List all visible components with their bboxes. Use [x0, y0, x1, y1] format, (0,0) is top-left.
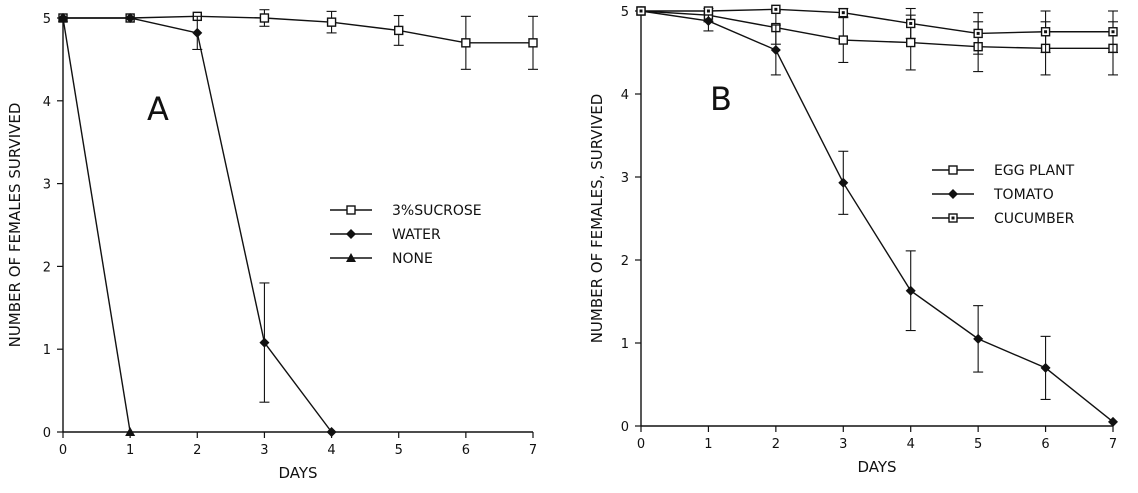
x-tick-label: 5	[395, 443, 403, 458]
y-tick-label: 0	[43, 426, 51, 441]
legend-marker	[948, 189, 958, 199]
x-tick-label: 4	[327, 443, 335, 458]
data-point	[259, 337, 270, 348]
x-tick-label: 6	[1041, 437, 1049, 452]
x-tick-label: 1	[126, 443, 134, 458]
data-point	[973, 28, 983, 39]
y-tick-label: 2	[43, 260, 51, 275]
legend-marker	[346, 205, 356, 215]
legend-label: WATER	[392, 227, 441, 243]
series-line	[641, 8, 1113, 35]
data-point	[703, 15, 714, 26]
legend-label: 3%SUCROSE	[392, 203, 482, 219]
series-line	[63, 15, 533, 44]
series-3-sucrose	[58, 9, 538, 70]
series-line	[62, 17, 131, 433]
y-tick-label: 2	[621, 254, 629, 269]
y-tick-label: 1	[621, 337, 629, 352]
data-point	[905, 285, 916, 296]
data-point	[838, 35, 848, 45]
legend-item: CUCUMBER	[932, 211, 1075, 227]
data-point	[770, 45, 781, 56]
x-tick-label: 0	[637, 437, 645, 452]
series-water	[58, 13, 337, 437]
legend-item: 3%SUCROSE	[330, 203, 482, 219]
data-point	[636, 6, 646, 16]
y-tick-label: 3	[43, 178, 51, 193]
chart-panel-a: 0 1 2 3 4 5 6 7 0 1 2 3 4 5 DAYS NUMBER OF FEMALES SURV…	[6, 9, 538, 482]
legend-label: TOMATO	[993, 187, 1054, 203]
data-point	[1108, 416, 1118, 427]
x-tick-label: 1	[704, 437, 712, 452]
data-point	[906, 18, 916, 29]
series-none	[58, 13, 136, 436]
panel-label: A	[147, 90, 169, 128]
legend-item: NONE	[330, 251, 433, 267]
legend-item: WATER	[330, 227, 441, 243]
x-tick-label: 3	[260, 443, 268, 458]
data-point	[394, 25, 404, 36]
data-point	[838, 7, 848, 18]
data-point	[58, 13, 68, 22]
data-point	[528, 38, 538, 48]
series-line	[63, 17, 333, 433]
y-axis-label: NUMBER OF FEMALES SURVIVED	[6, 103, 24, 348]
x-tick-label: 7	[529, 443, 537, 458]
data-point	[259, 13, 270, 23]
data-point	[1040, 27, 1051, 37]
legend-label: EGG PLANT	[994, 163, 1075, 179]
legend-label: NONE	[392, 251, 433, 267]
series-cucumber	[636, 4, 1118, 55]
data-point	[1040, 362, 1051, 373]
series-line	[640, 10, 1113, 50]
x-tick-label: 2	[772, 437, 780, 452]
y-tick-label: 5	[621, 5, 629, 20]
legend-label: CUCUMBER	[994, 211, 1075, 227]
series-line	[640, 10, 1114, 423]
legend-marker	[346, 253, 356, 262]
data-point	[326, 17, 337, 27]
data-point	[1108, 27, 1118, 37]
data-point	[461, 38, 471, 48]
data-point	[125, 13, 136, 23]
legend-marker	[948, 213, 958, 223]
legend-item: TOMATO	[932, 187, 1054, 203]
legend: 3%SUCROSE WATER NONE	[330, 203, 482, 267]
y-tick-label: 5	[43, 12, 51, 27]
legend-marker	[948, 165, 958, 175]
data-point	[906, 37, 916, 48]
x-tick-label: 6	[462, 443, 470, 458]
chart-panel-b: 0 1 2 3 4 5 6 7 0 1 2 3 4 5 DAYS NUMBER OF FEMALES, SUR…	[588, 4, 1118, 476]
x-tick-label: 0	[59, 443, 67, 458]
y-axis-label: NUMBER OF FEMALES, SURVIVED	[588, 94, 606, 344]
y-tick-label: 3	[621, 171, 629, 186]
data-point	[326, 427, 337, 437]
data-point	[771, 4, 781, 15]
x-tick-label: 4	[907, 437, 915, 452]
y-tick-label: 1	[43, 343, 51, 358]
y-tick-label: 0	[621, 420, 629, 435]
data-point	[838, 177, 849, 188]
y-tick-label: 4	[621, 88, 629, 103]
x-tick-label: 2	[193, 443, 201, 458]
y-tick-label: 4	[43, 95, 51, 110]
panel-label: B	[710, 80, 732, 118]
data-point	[703, 6, 714, 16]
x-tick-label: 3	[839, 437, 847, 452]
legend-item: EGG PLANT	[932, 163, 1075, 179]
x-axis-label: DAYS	[857, 458, 896, 476]
data-point	[192, 27, 203, 38]
x-axis-label: DAYS	[278, 464, 317, 482]
data-point	[973, 333, 984, 344]
legend: EGG PLANT TOMATO CUCUMBER	[932, 163, 1075, 227]
x-tick-label: 5	[974, 437, 982, 452]
legend-marker	[346, 229, 356, 239]
data-point	[125, 427, 136, 436]
x-tick-label: 7	[1109, 437, 1117, 452]
